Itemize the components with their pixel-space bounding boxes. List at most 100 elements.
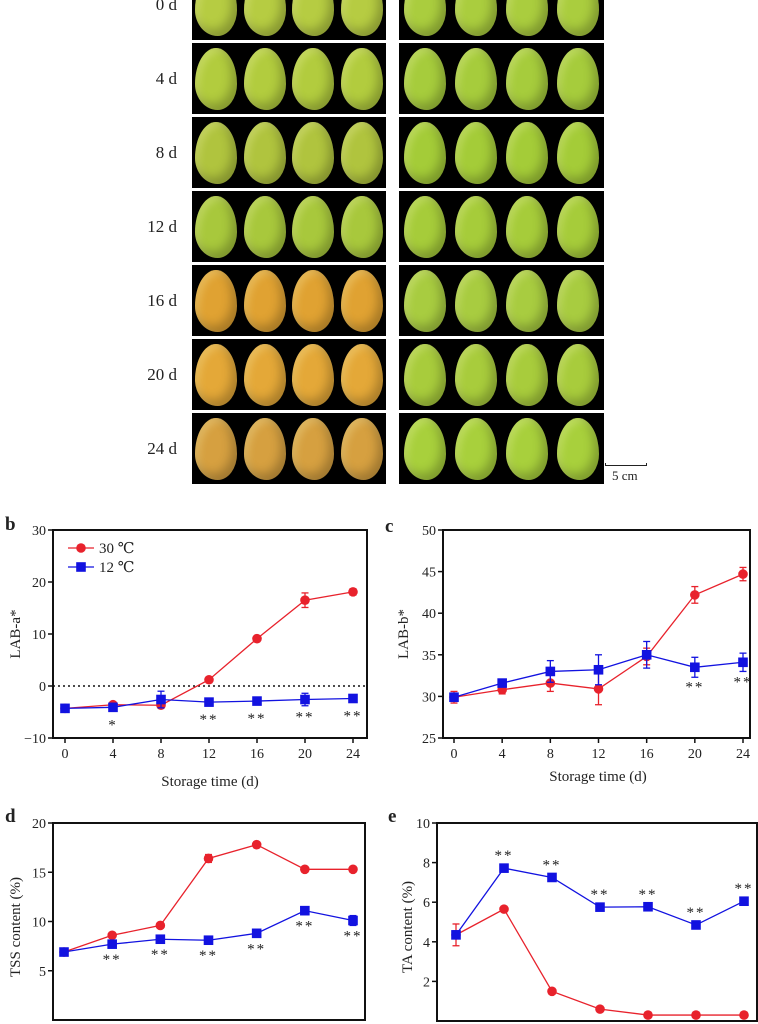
y-tick-label: 2 xyxy=(423,975,430,990)
panel-letter: c xyxy=(385,516,393,537)
significance-marker: * xyxy=(108,717,118,733)
mango-fruit xyxy=(454,121,497,184)
significance-marker: ** xyxy=(295,919,314,935)
row-label-day: 20 d xyxy=(147,365,177,384)
x-tick-label: 4 xyxy=(110,747,117,762)
significance-marker: ** xyxy=(344,929,363,945)
significance-marker: ** xyxy=(685,679,704,695)
y-axis-label: LAB-a* xyxy=(8,609,24,658)
mango-fruit xyxy=(292,121,335,184)
data-point-12c xyxy=(203,935,214,946)
panel-letter: b xyxy=(5,514,16,535)
data-point-12c xyxy=(449,692,459,703)
data-point-12c xyxy=(738,657,748,668)
data-point-30c xyxy=(204,674,214,685)
x-tick-label: 4 xyxy=(499,747,506,762)
row-label-day: 0 d xyxy=(155,0,177,14)
data-point-30c xyxy=(595,1004,605,1014)
significance-marker: ** xyxy=(687,905,706,921)
data-point-12c xyxy=(300,905,310,916)
mango-fruit xyxy=(195,195,238,258)
warm-storage-photo xyxy=(192,0,386,40)
data-point-12c xyxy=(348,693,358,704)
plot-frame xyxy=(442,529,751,739)
data-point-30c xyxy=(643,1010,653,1020)
mango-fruit xyxy=(292,195,335,258)
mango-fruit xyxy=(557,343,600,406)
chart-panel-c: c 25 30 35 40 45 50 0 4 8 12 16 20 24 Storage time (d)… xyxy=(385,516,753,785)
cold-storage-photo xyxy=(399,413,604,484)
mango-fruit xyxy=(557,47,600,110)
legend-label: 30 ℃ xyxy=(99,541,135,557)
chart-panel-d: d 5 10 15 20 TSS content (%) ** ** ** ** ** ** xyxy=(5,806,366,1021)
mango-fruit xyxy=(340,269,383,332)
x-tick-label: 0 xyxy=(451,747,458,762)
y-tick-label: 50 xyxy=(422,524,436,539)
data-point-30c xyxy=(499,904,509,914)
x-tick-label: 12 xyxy=(202,747,216,762)
significance-marker: ** xyxy=(344,708,363,724)
x-axis-label: Storage time (d) xyxy=(549,769,646,785)
mango-fruit xyxy=(454,417,497,480)
mango-fruit xyxy=(557,269,600,332)
warm-storage-photo xyxy=(192,117,386,188)
row-label-day: 4 d xyxy=(155,69,177,88)
y-tick-label: −10 xyxy=(24,732,46,747)
mango-fruit xyxy=(292,0,335,36)
data-point-30c xyxy=(690,590,700,600)
x-tick-label: 20 xyxy=(688,747,702,762)
y-tick-label: 5 xyxy=(39,965,46,980)
mango-fruit xyxy=(403,195,446,258)
significance-marker: ** xyxy=(734,674,753,690)
significance-marker: ** xyxy=(296,710,315,726)
mango-fruit xyxy=(454,0,497,36)
legend: 30 ℃ 12 ℃ xyxy=(68,541,135,576)
data-point-30c xyxy=(300,595,310,605)
mango-fruit xyxy=(506,0,549,36)
significance-marker: ** xyxy=(639,887,658,903)
x-axis-label: Storage time (d) xyxy=(161,774,258,790)
mango-fruit xyxy=(557,0,600,36)
series-line-30c xyxy=(64,591,354,710)
data-point-30c xyxy=(107,930,117,941)
significance-marker: ** xyxy=(495,848,514,864)
warm-storage-photo xyxy=(192,339,386,410)
y-tick-label: 0 xyxy=(39,680,46,695)
panel-letter: e xyxy=(388,806,396,827)
data-point-12c xyxy=(545,666,556,677)
x-tick-label: 24 xyxy=(346,747,360,762)
x-tick-label: 12 xyxy=(592,747,606,762)
data-point-30c xyxy=(251,839,262,850)
mango-fruit xyxy=(195,121,238,184)
mango-fruit xyxy=(340,417,383,480)
data-point-12c xyxy=(155,934,166,945)
mango-fruit xyxy=(557,121,600,184)
warm-storage-photo xyxy=(192,413,386,484)
y-tick-label: 15 xyxy=(32,866,46,881)
mango-fruit xyxy=(292,269,335,332)
y-tick-label: 10 xyxy=(416,817,430,832)
legend-square-icon xyxy=(76,562,86,572)
mango-fruit xyxy=(454,47,497,110)
mango-fruit xyxy=(195,417,238,480)
mango-fruit xyxy=(506,417,549,480)
data-point-12c xyxy=(204,697,214,707)
y-tick-label: 10 xyxy=(32,916,46,931)
row-label-day: 24 d xyxy=(147,439,177,458)
data-point-30c xyxy=(155,920,166,931)
legend-circle-icon xyxy=(76,543,86,553)
mango-fruit xyxy=(506,195,549,258)
scale-bar xyxy=(605,463,647,466)
mango-fruit xyxy=(403,343,446,406)
mango-fruit xyxy=(506,343,549,406)
y-tick-label: 35 xyxy=(422,649,436,664)
x-tick-label: 20 xyxy=(298,747,312,762)
x-tick-label: 24 xyxy=(736,747,750,762)
mango-fruit xyxy=(403,269,446,332)
mango-fruit xyxy=(403,121,446,184)
chart-panel-b: b −10 0 10 20 30 0 4 8 12 16 20 24 Storage time (d) LA… xyxy=(5,514,368,790)
y-axis-label: LAB-b* xyxy=(396,609,412,659)
mango-fruit xyxy=(292,47,335,110)
